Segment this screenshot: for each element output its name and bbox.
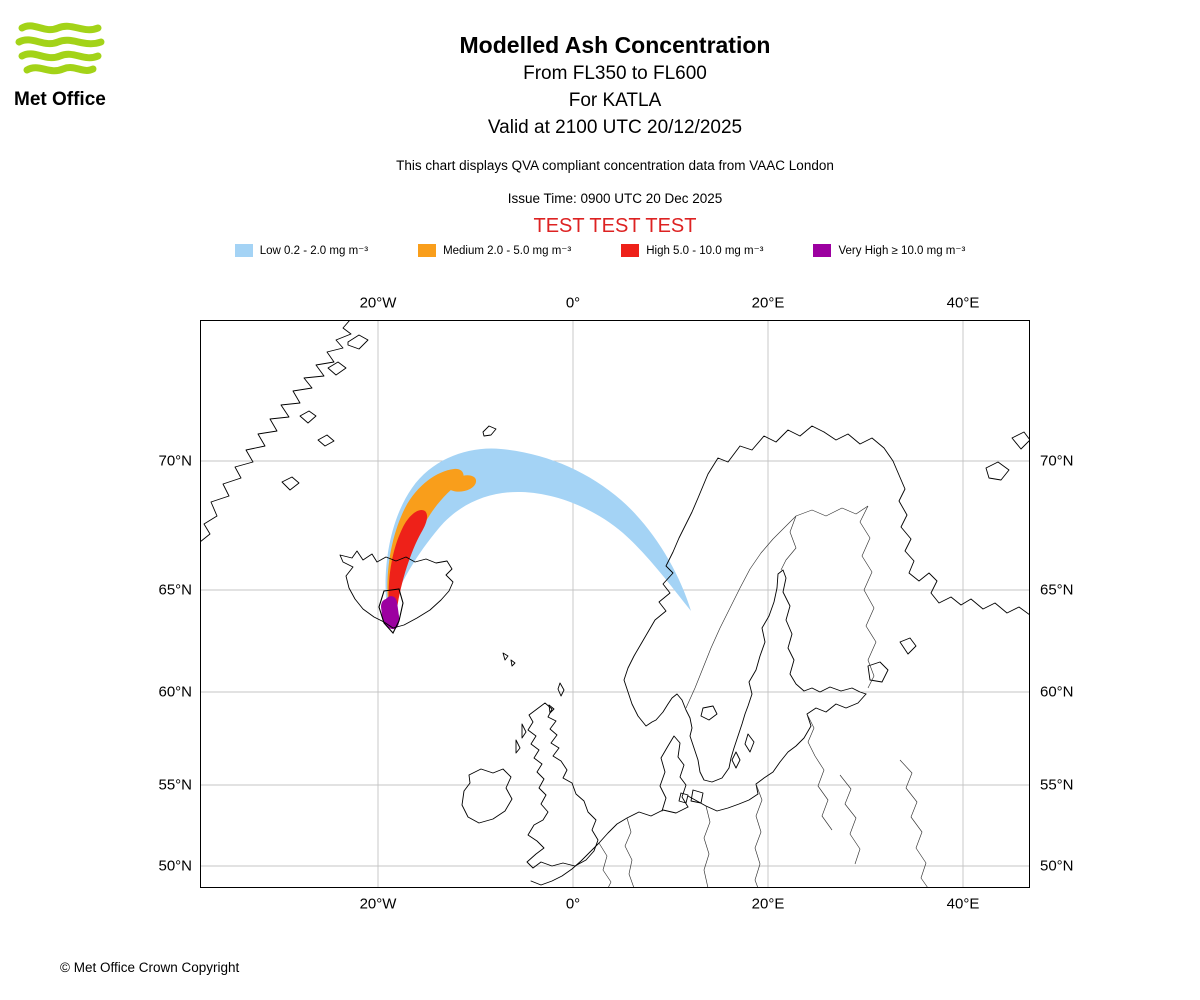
baltic-south-coastline [687,693,867,812]
ash-plume-very-high [381,596,400,630]
x-tick-top-0: 0° [565,294,581,312]
denmark-coastline [659,735,689,812]
met-office-logo: Met Office [14,20,124,111]
ireland-coastline [461,768,513,824]
ash-plume-high [388,509,428,609]
x-tick-bottom-40e: 40°E [946,895,980,913]
lakes [700,637,917,721]
map-frame [200,320,1030,888]
chart-subtitle-valid-time: Valid at 2100 UTC 20/12/2025 [487,117,743,138]
legend-label-high: High 5.0 - 10.0 mg m⁻³ [646,245,764,257]
y-tick-left-65n: 65°N [158,581,192,599]
test-banner: TEST TEST TEST [533,215,697,237]
chart-subtitle-flight-levels: From FL350 to FL600 [523,63,707,84]
ash-plume-medium-blob [447,475,477,492]
y-tick-right-60n: 60°N [1040,683,1074,701]
header-titles: Modelled Ash Concentration From FL350 to… [215,30,1015,141]
iceland-coastline [339,550,454,629]
map-canvas [199,319,1031,889]
legend-label-low: Low 0.2 - 2.0 mg m⁻³ [259,245,369,257]
logo-text: Met Office [14,89,106,110]
y-tick-right-55n: 55°N [1040,776,1074,794]
legend-swatch-very-high [813,243,832,257]
latitude-longitude-grid [200,320,1030,888]
coastlines [199,319,1031,886]
y-tick-left-60n: 60°N [158,683,192,701]
barents-sea-coastline [823,431,1031,616]
legend-swatch-medium [418,243,437,257]
issue-time: Issue Time: 0900 UTC 20 Dec 2025 [507,191,723,206]
x-tick-top-20w: 20°W [359,294,397,312]
north-sea-continental-coastline [530,806,689,886]
ash-plume [378,448,691,634]
legend-swatch-high [621,243,640,257]
scandinavia-coastline [623,425,867,783]
greenland-coastline [199,319,352,543]
legend-label-medium: Medium 2.0 - 5.0 mg m⁻³ [443,245,572,257]
ash-plume-low [385,448,691,617]
danish-islands [678,789,704,804]
x-tick-top-40e: 40°E [946,294,980,312]
y-tick-right-50n: 50°N [1040,857,1074,875]
legend-item-high: High 5.0 - 10.0 mg m⁻³ [621,243,763,257]
north-atlantic-small-islands [502,652,565,754]
legend-swatch-low [234,243,253,257]
x-tick-top-20e: 20°E [751,294,785,312]
y-tick-right-70n: 70°N [1040,452,1074,470]
country-borders [598,505,929,889]
y-tick-left-70n: 70°N [158,452,192,470]
concentration-legend: Low 0.2 - 2.0 mg m⁻³ Medium 2.0 - 5.0 mg… [0,243,1200,257]
logo-waves-icon [15,22,105,75]
x-tick-bottom-20e: 20°E [751,895,785,913]
legend-item-low: Low 0.2 - 2.0 mg m⁻³ [234,243,369,257]
logo-wave-group [15,22,105,75]
copyright-notice: © Met Office Crown Copyright [60,960,240,975]
legend-item-very-high: Very High ≥ 10.0 mg m⁻³ [813,243,965,257]
baltic-islands [731,733,755,769]
x-tick-bottom-20w: 20°W [359,895,397,913]
map-svg [199,319,1031,889]
y-tick-left-55n: 55°N [158,776,192,794]
y-tick-left-50n: 50°N [158,857,192,875]
arctic-islands [985,431,1031,481]
chart-description: This chart displays QVA compliant concen… [396,158,834,173]
britain-coastline [526,702,599,869]
legend-label-very-high: Very High ≥ 10.0 mg m⁻³ [838,245,966,257]
jan-mayen-island [482,425,497,437]
y-tick-right-65n: 65°N [1040,581,1074,599]
chart-subtitle-volcano: For KATLA [568,90,662,111]
greenland-islands [281,334,369,491]
legend-item-medium: Medium 2.0 - 5.0 mg m⁻³ [418,243,571,257]
chart-title: Modelled Ash Concentration [459,32,771,58]
x-tick-bottom-0: 0° [565,895,581,913]
